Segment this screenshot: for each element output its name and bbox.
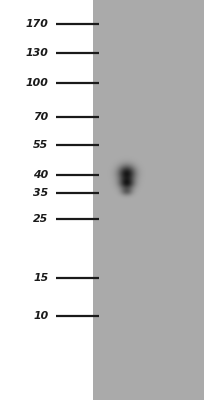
Text: 25: 25 [33, 214, 48, 224]
Text: 35: 35 [33, 188, 48, 198]
Text: 55: 55 [33, 140, 48, 150]
Text: 130: 130 [26, 48, 48, 58]
Text: 100: 100 [26, 78, 48, 88]
Text: 10: 10 [33, 311, 48, 321]
Text: 70: 70 [33, 112, 48, 122]
Text: 170: 170 [26, 19, 48, 29]
Text: 40: 40 [33, 170, 48, 180]
Text: 15: 15 [33, 273, 48, 283]
